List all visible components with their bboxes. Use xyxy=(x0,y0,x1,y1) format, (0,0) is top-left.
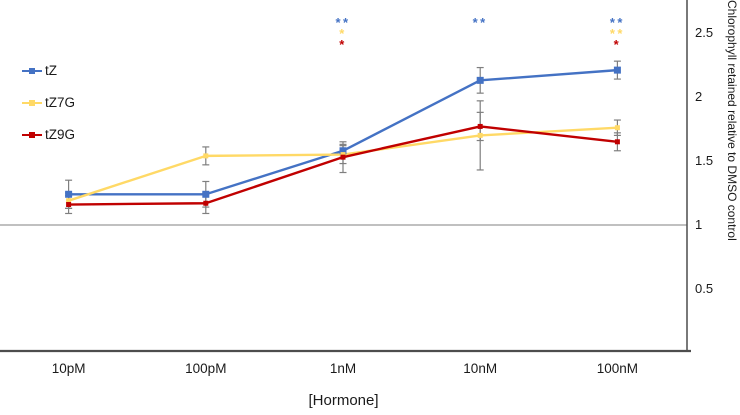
significance-mark-tZ7G: * xyxy=(339,26,347,41)
marker-tZ7G-1nM xyxy=(340,152,346,158)
legend-item-tZ: tZ xyxy=(22,62,75,79)
marker-tZ-100pM xyxy=(202,190,210,198)
legend-item-tZ9G: tZ9G xyxy=(22,126,75,143)
x-tick-label: 1nM xyxy=(329,361,357,376)
y-tick-label: 1.5 xyxy=(695,153,714,168)
y-tick-label: 0.5 xyxy=(695,281,714,296)
marker-tZ-10pM xyxy=(65,190,73,198)
significance-group-1nM: ** * * xyxy=(335,15,351,52)
x-tick-label: 100nM xyxy=(596,361,639,376)
y-tick-label: 2 xyxy=(695,89,703,104)
y-tick-label: 1 xyxy=(695,217,703,232)
x-tick-label: 100pM xyxy=(185,361,227,376)
marker-tZ-100nM xyxy=(613,66,621,74)
significance-mark-tZ: ** xyxy=(609,15,625,30)
legend-marker-swatch xyxy=(29,99,35,106)
marker-tZ9G-10pM xyxy=(66,202,72,208)
legend-marker-swatch xyxy=(29,131,35,138)
marker-tZ9G-10nM xyxy=(477,123,483,129)
legend-label: tZ xyxy=(45,63,57,78)
x-axis-title: [Hormone] xyxy=(308,392,379,409)
marker-tZ7G-10pM xyxy=(66,198,72,204)
x-tick-label: 10nM xyxy=(463,361,498,376)
significance-group-10nM: ** xyxy=(472,15,488,30)
legend-marker-swatch xyxy=(29,67,35,74)
marker-tZ9G-1nM xyxy=(340,154,346,160)
legend: tZ tZ7G tZ9G xyxy=(22,62,75,143)
legend-line-marker-icon xyxy=(22,130,42,140)
marker-tZ9G-100pM xyxy=(203,200,209,206)
marker-tZ7G-100nM xyxy=(614,125,620,131)
significance-mark-tZ9G: * xyxy=(613,37,622,52)
legend-label: tZ9G xyxy=(45,127,76,142)
x-tick-label: 10pM xyxy=(51,361,86,376)
marker-tZ7G-100pM xyxy=(203,153,209,159)
legend-label: tZ7G xyxy=(45,95,76,110)
legend-line-marker-icon xyxy=(22,66,42,76)
significance-mark-tZ7G: ** xyxy=(609,26,625,41)
marker-tZ-10nM xyxy=(476,76,484,84)
y-tick-label: 2.5 xyxy=(695,25,714,40)
marker-tZ7G-10nM xyxy=(477,132,483,138)
y-axis-title: Chlorophyll retained relative to DMSO co… xyxy=(725,0,739,241)
marker-tZ9G-100nM xyxy=(614,139,620,145)
significance-group-100nM: ** ** * xyxy=(609,15,625,52)
significance-mark-tZ: ** xyxy=(472,15,488,30)
significance-mark-tZ: ** xyxy=(335,15,351,30)
significance-mark-tZ9G: * xyxy=(339,37,347,52)
marker-tZ-1nM xyxy=(339,147,347,155)
legend-item-tZ7G: tZ7G xyxy=(22,94,75,111)
legend-line-marker-icon xyxy=(22,98,42,108)
